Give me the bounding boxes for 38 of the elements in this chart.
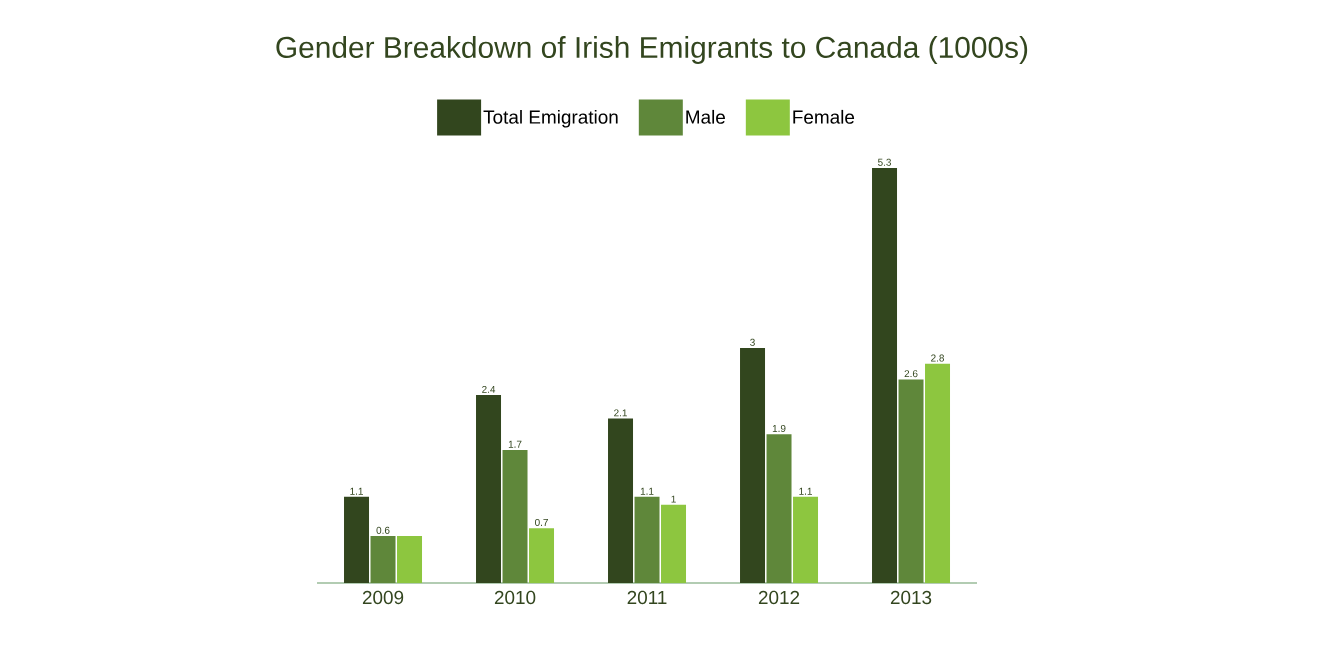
bar (476, 395, 502, 583)
data-label: 1.1 (350, 487, 363, 495)
legend-label: Female (793, 109, 855, 124)
x-tick-label: 2013 (890, 590, 932, 605)
bar (740, 348, 766, 583)
data-label: 2.8 (931, 354, 945, 362)
data-label: 1 (671, 495, 676, 503)
data-label: 2.6 (904, 370, 918, 378)
bar (898, 379, 924, 583)
legend-label: Male (686, 109, 725, 124)
bar (925, 363, 951, 583)
legend-label: Total Emigration (483, 109, 618, 128)
data-label: 1.1 (640, 487, 654, 495)
data-label: 5.3 (878, 158, 892, 166)
x-tick-label: 2011 (627, 590, 667, 605)
bar (397, 536, 423, 583)
bar (529, 528, 555, 583)
x-tick-label: 2012 (758, 590, 800, 605)
bar (344, 496, 370, 583)
bar (608, 418, 634, 583)
bar (502, 449, 528, 583)
bar (661, 504, 687, 583)
bar (872, 167, 898, 583)
data-label: 0.6 (376, 526, 390, 534)
bar (370, 536, 396, 583)
x-tick-label: 2010 (494, 590, 536, 605)
data-label: 0.7 (534, 518, 548, 526)
data-label: 1.9 (772, 424, 786, 433)
chart-title: Gender Breakdown of Irish Emigrants to Canada (1000s) (276, 36, 1028, 64)
data-label: 3 (750, 338, 755, 346)
data-label: 1.7 (508, 440, 522, 448)
data-label: 2.1 (614, 409, 627, 417)
bar (634, 496, 660, 583)
data-label: 2.4 (482, 385, 496, 393)
bar (793, 496, 819, 583)
bar (766, 434, 792, 583)
data-label: 1.1 (799, 487, 812, 495)
x-tick-label: 2009 (362, 590, 404, 605)
